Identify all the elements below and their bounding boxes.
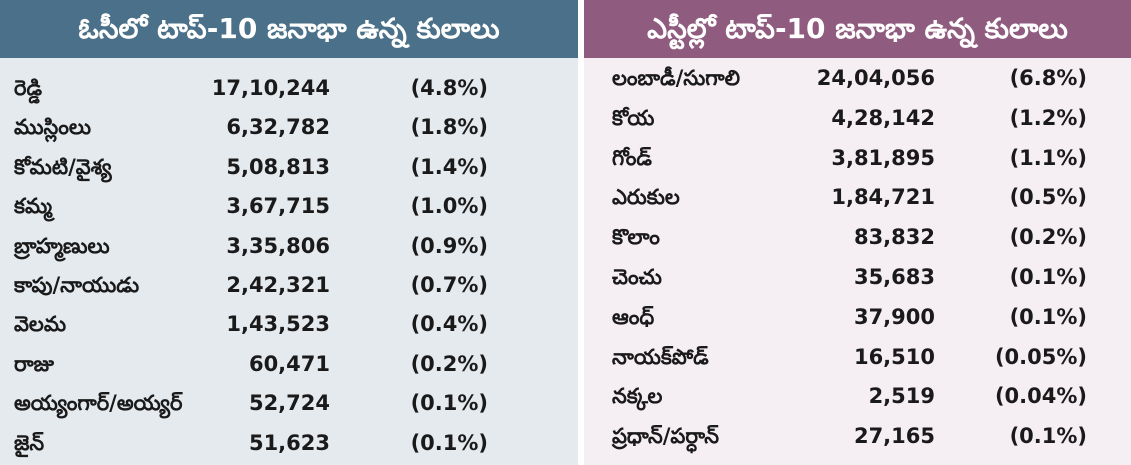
oc-table-row: రెడ్డి 17,10,244 (4.8%) bbox=[0, 68, 578, 107]
population-value: 60,471 bbox=[248, 351, 330, 376]
caste-name: ఆంధ్‌ bbox=[612, 304, 655, 329]
percent-value: (1.0%) bbox=[410, 194, 488, 219]
caste-name: బ్రాహ్మణులు bbox=[14, 233, 110, 258]
population-value: 51,623 bbox=[248, 430, 330, 455]
percent-value: (0.1%) bbox=[1009, 424, 1087, 449]
st-table-title: ఎస్టీల్లో టాప్‌-10 జనాభా ఉన్న కులాలు bbox=[584, 0, 1131, 58]
population-value: 83,832 bbox=[853, 225, 935, 250]
percent-value: (0.7%) bbox=[410, 272, 488, 297]
caste-name: రాజు bbox=[14, 351, 55, 376]
caste-name: నక్కల bbox=[612, 384, 663, 409]
st-table-row: ప్రధాన్‌/పర్ధాన్‌ 27,165 (0.1%) bbox=[584, 416, 1131, 456]
population-value: 6,32,782 bbox=[226, 115, 330, 140]
oc-table-title: ఓసీలో టాప్‌-10 జనాభా ఉన్న కులాలు bbox=[0, 0, 578, 58]
st-table-row: ఎరుకుల 1,84,721 (0.5%) bbox=[584, 177, 1131, 217]
population-value: 2,519 bbox=[868, 384, 935, 409]
caste-name: కమ్మ bbox=[14, 194, 53, 219]
oc-table-row: కాపు/నాయుడు 2,42,321 (0.7%) bbox=[0, 265, 578, 304]
population-value: 1,43,523 bbox=[226, 312, 330, 337]
population-value: 35,683 bbox=[853, 264, 935, 289]
st-table-row: కొలాం 83,832 (0.2%) bbox=[584, 217, 1131, 257]
st-table-row: గోండ్‌ 3,81,895 (1.1%) bbox=[584, 138, 1131, 178]
oc-table-row: కమ్మ 3,67,715 (1.0%) bbox=[0, 186, 578, 225]
oc-table-row: జైన్‌ 51,623 (0.1%) bbox=[0, 423, 578, 462]
oc-table: ఓసీలో టాప్‌-10 జనాభా ఉన్న కులాలు రెడ్డి 1… bbox=[0, 0, 578, 465]
population-value: 37,900 bbox=[853, 304, 935, 329]
population-value: 3,67,715 bbox=[226, 194, 330, 219]
caste-name: చెంచు bbox=[612, 264, 662, 289]
oc-table-row: బ్రాహ్మణులు 3,35,806 (0.9%) bbox=[0, 226, 578, 265]
caste-name: అయ్యంగార్‌/అయ్యర్‌ bbox=[14, 391, 183, 416]
population-value: 24,04,056 bbox=[816, 66, 935, 90]
caste-name: గోండ్‌ bbox=[612, 145, 652, 170]
st-table-row: లంబాడీ/సుగాలి 24,04,056 (6.8%) bbox=[584, 58, 1131, 98]
caste-name: ఎరుకుల bbox=[612, 185, 680, 210]
percent-value: (1.2%) bbox=[1009, 105, 1087, 130]
oc-table-row: అయ్యంగార్‌/అయ్యర్‌ 52,724 (0.1%) bbox=[0, 383, 578, 422]
percent-value: (0.2%) bbox=[410, 351, 488, 376]
caste-name: ముస్లింలు bbox=[14, 115, 92, 140]
percent-value: (0.9%) bbox=[410, 233, 488, 258]
percent-value: (1.4%) bbox=[410, 154, 488, 179]
population-value: 16,510 bbox=[853, 344, 935, 369]
population-value: 3,81,895 bbox=[831, 145, 935, 170]
percent-value: (4.8%) bbox=[410, 76, 488, 100]
population-value: 2,42,321 bbox=[226, 272, 330, 297]
caste-name: కాపు/నాయుడు bbox=[14, 272, 140, 297]
population-value: 52,724 bbox=[248, 391, 330, 416]
percent-value: (0.5%) bbox=[1009, 185, 1087, 210]
population-value: 27,165 bbox=[853, 424, 935, 449]
st-table: ఎస్టీల్లో టాప్‌-10 జనాభా ఉన్న కులాలు లంబ… bbox=[584, 0, 1131, 465]
caste-name: కోమటి/వైశ్య bbox=[14, 154, 112, 179]
oc-table-row: వెలమ 1,43,523 (0.4%) bbox=[0, 304, 578, 343]
st-table-row: నక్కల 2,519 (0.04%) bbox=[584, 376, 1131, 416]
oc-table-row: కోమటి/వైశ్య 5,08,813 (1.4%) bbox=[0, 147, 578, 186]
percent-value: (0.1%) bbox=[410, 391, 488, 416]
percent-value: (6.8%) bbox=[1009, 66, 1087, 90]
st-table-row: ఆంధ్‌ 37,900 (0.1%) bbox=[584, 297, 1131, 337]
caste-name: రెడ్డి bbox=[14, 76, 42, 100]
caste-name: నాయక్‌పోడ్‌ bbox=[612, 344, 709, 369]
population-value: 1,84,721 bbox=[831, 185, 935, 210]
percent-value: (0.1%) bbox=[410, 430, 488, 455]
oc-table-row: రాజు 60,471 (0.2%) bbox=[0, 344, 578, 383]
percent-value: (0.1%) bbox=[1009, 264, 1087, 289]
caste-name: కోయ bbox=[612, 105, 655, 130]
oc-table-row: ముస్లింలు 6,32,782 (1.8%) bbox=[0, 107, 578, 146]
caste-name: కొలాం bbox=[612, 225, 660, 250]
column-divider bbox=[578, 0, 584, 465]
population-value: 5,08,813 bbox=[226, 154, 330, 179]
st-table-rows: లంబాడీ/సుగాలి 24,04,056 (6.8%) కోయ 4,28,142 (… bbox=[584, 58, 1131, 456]
caste-name: ప్రధాన్‌/పర్ధాన్‌ bbox=[612, 424, 720, 449]
st-table-row: నాయక్‌పోడ్‌ 16,510 (0.05%) bbox=[584, 337, 1131, 377]
percent-value: (1.8%) bbox=[410, 115, 488, 140]
percent-value: (1.1%) bbox=[1009, 145, 1087, 170]
percent-value: (0.2%) bbox=[1009, 225, 1087, 250]
population-value: 17,10,244 bbox=[211, 76, 330, 100]
caste-name: జైన్‌ bbox=[14, 430, 45, 455]
percent-value: (0.1%) bbox=[1009, 304, 1087, 329]
percent-value: (0.04%) bbox=[994, 384, 1087, 409]
caste-name: లంబాడీ/సుగాలి bbox=[612, 66, 740, 90]
population-value: 4,28,142 bbox=[831, 105, 935, 130]
st-table-row: చెంచు 35,683 (0.1%) bbox=[584, 257, 1131, 297]
oc-table-rows: రెడ్డి 17,10,244 (4.8%) ముస్లింలు 6,32,782 (1… bbox=[0, 58, 578, 462]
st-table-row: కోయ 4,28,142 (1.2%) bbox=[584, 98, 1131, 138]
percent-value: (0.05%) bbox=[994, 344, 1087, 369]
percent-value: (0.4%) bbox=[410, 312, 488, 337]
population-value: 3,35,806 bbox=[226, 233, 330, 258]
caste-name: వెలమ bbox=[14, 312, 67, 337]
